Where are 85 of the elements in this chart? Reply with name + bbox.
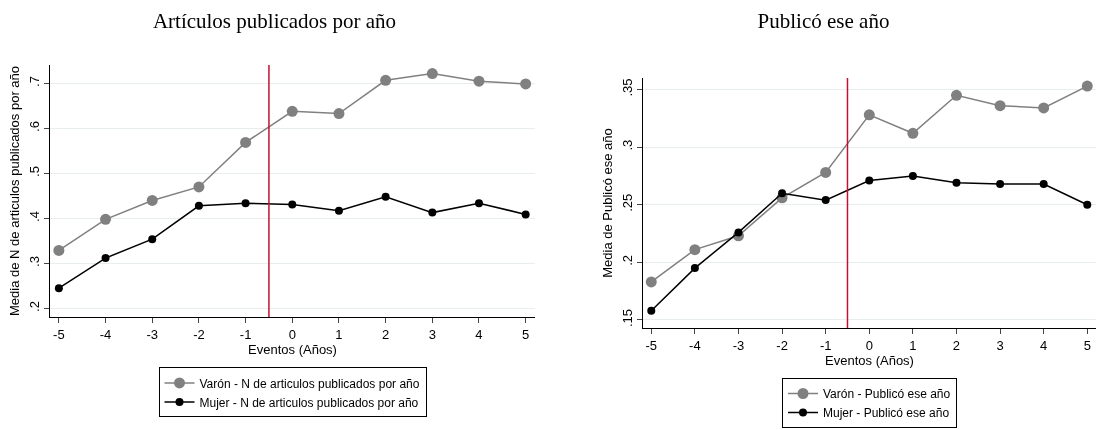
point: [1083, 200, 1092, 209]
point: [101, 254, 110, 263]
x-tick-label: 5: [1083, 337, 1091, 353]
point: [53, 244, 65, 256]
x-tick-label: -1: [239, 326, 252, 342]
point: [100, 213, 112, 225]
y-axis-title: Media de N de articulos publicados por año: [6, 65, 22, 317]
x-tick-label: 1: [909, 337, 917, 353]
legend-label: Mujer - N de articulos publicados por año: [199, 395, 419, 410]
chart-title: Artículos publicados por año: [152, 8, 397, 33]
x-tick-label: -4: [689, 337, 701, 353]
y-tick-label: .35: [619, 78, 635, 97]
y-tick-label: .7: [26, 76, 42, 87]
point: [474, 199, 483, 208]
x-tick-label: -5: [645, 337, 658, 353]
x-tick-label: 4: [1040, 337, 1048, 353]
point: [690, 264, 699, 273]
point: [1081, 80, 1093, 92]
x-tick-label: 2: [382, 326, 390, 342]
point: [865, 176, 874, 185]
x-tick-label: -3: [732, 337, 745, 353]
point: [288, 200, 297, 209]
point: [908, 171, 917, 180]
legend-label: Mujer - Publicó ese año: [823, 406, 950, 421]
x-tick-label: -2: [193, 326, 205, 342]
x-tick-label: 2: [952, 337, 961, 353]
x-tick-label: -4: [99, 326, 112, 342]
x-tick-label: 4: [475, 326, 483, 342]
point: [380, 74, 392, 86]
y-tick-label: .25: [619, 193, 635, 212]
point: [821, 196, 830, 205]
point: [778, 189, 787, 198]
x-axis-title: Eventos (Años): [825, 352, 914, 368]
point: [521, 210, 530, 219]
point: [520, 78, 532, 90]
point: [734, 228, 743, 237]
x-tick-label: -1: [819, 337, 832, 353]
point: [820, 166, 832, 178]
legend-label: Varón - N de articulos publicados por año: [199, 376, 420, 391]
point: [996, 179, 1005, 188]
y-tick-label: .4: [26, 211, 42, 222]
point: [333, 108, 345, 120]
point: [689, 244, 701, 256]
x-tick-label: -3: [146, 326, 159, 342]
point: [194, 201, 203, 210]
y-tick-label: .3: [619, 139, 635, 151]
x-tick-label: 1: [335, 326, 343, 342]
y-tick-label: .15: [619, 308, 635, 328]
y-tick-label: .6: [26, 121, 42, 132]
point: [54, 284, 63, 293]
x-tick-label: 0: [865, 337, 873, 353]
x-tick-label: 3: [428, 326, 436, 342]
legend-label: Varón - Publicó ese año: [823, 387, 951, 402]
x-tick-label: 0: [288, 326, 296, 342]
y-axis-title: Media de Publicó ese año: [599, 128, 615, 278]
point: [952, 178, 961, 187]
point: [645, 276, 657, 288]
point: [907, 127, 919, 139]
point: [428, 208, 437, 217]
point: [334, 206, 343, 215]
point: [1038, 102, 1050, 114]
chart-title: Publicó ese año: [757, 8, 890, 33]
y-tick-label: .5: [26, 166, 42, 177]
y-tick-label: .2: [619, 254, 635, 266]
point: [1039, 179, 1048, 188]
point: [426, 68, 438, 80]
point: [381, 192, 390, 201]
point: [193, 181, 205, 193]
y-tick-label: .3: [26, 256, 42, 267]
point: [647, 306, 656, 315]
x-tick-label: -2: [776, 337, 788, 353]
y-tick-label: .2: [26, 301, 42, 312]
point: [473, 75, 485, 87]
point: [148, 235, 157, 244]
point: [286, 105, 298, 117]
x-tick-label: 3: [996, 337, 1004, 353]
x-tick-label: 5: [522, 326, 530, 342]
x-tick-label: -5: [53, 326, 65, 342]
x-axis-title: Eventos (Años): [248, 341, 337, 357]
point: [241, 199, 250, 208]
point: [146, 194, 158, 206]
point: [950, 89, 962, 101]
point: [240, 136, 252, 148]
point: [994, 100, 1006, 112]
point: [863, 109, 875, 121]
